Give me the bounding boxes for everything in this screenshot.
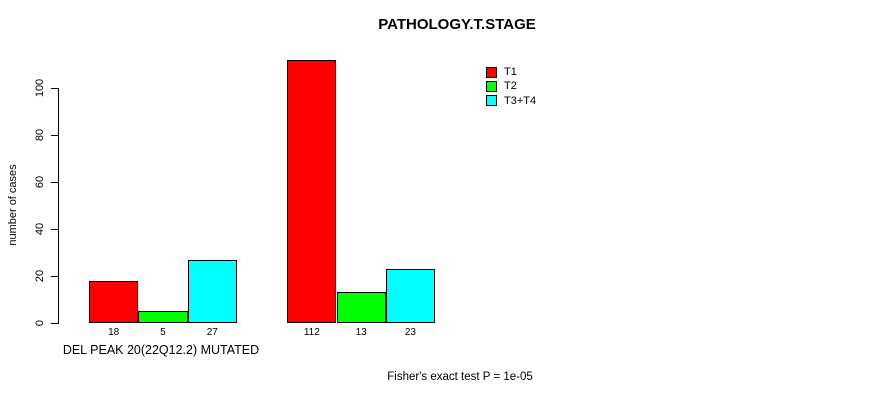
y-tick-label: 20 (34, 269, 46, 283)
legend-swatch-icon (486, 66, 497, 78)
bar-t1-group1 (89, 280, 139, 323)
y-tick-label: 60 (34, 175, 46, 189)
bar-t1-group2 (287, 60, 337, 323)
bar-t3-t4-group1 (187, 259, 237, 323)
bar-value-label: 18 (108, 327, 120, 338)
legend-item: T2 (486, 80, 517, 92)
y-tick-mark (51, 134, 59, 136)
y-tick-mark (51, 87, 59, 89)
chart-title: PATHOLOGY.T.STAGE (378, 16, 536, 33)
bar-value-label: 27 (206, 327, 218, 338)
y-axis-line (58, 88, 59, 323)
y-tick-label: 100 (34, 79, 46, 98)
bar-t3-t4-group2 (385, 268, 436, 323)
footnote-text: Fisher's exact test P = 1e-05 (387, 371, 533, 383)
x-group-label: DEL PEAK 20(22Q12.2) MUTATED (62, 343, 260, 357)
legend-label: T2 (504, 80, 517, 93)
bar-value-label: 23 (404, 327, 416, 338)
y-tick-mark (51, 275, 59, 277)
bar-value-label: 5 (160, 327, 166, 338)
y-tick-label: 80 (34, 129, 46, 142)
legend-swatch-icon (486, 80, 497, 92)
legend-label: T1 (504, 66, 517, 78)
y-tick-mark (51, 181, 59, 183)
y-tick-mark (51, 322, 59, 324)
legend-item: T1 (486, 66, 517, 78)
y-tick-label: 0 (34, 319, 46, 327)
bar-t2-group2 (336, 292, 386, 323)
legend-swatch-icon (486, 95, 497, 107)
bar-value-label: 13 (355, 327, 367, 338)
bar-t2-group1 (138, 311, 188, 323)
bar-value-label: 112 (303, 327, 320, 338)
y-axis-label: number of cases (7, 164, 19, 246)
y-tick-mark (51, 228, 59, 230)
legend-label: T3+T4 (504, 94, 537, 107)
legend-item: T3+T4 (486, 95, 536, 107)
y-tick-label: 40 (34, 222, 46, 236)
